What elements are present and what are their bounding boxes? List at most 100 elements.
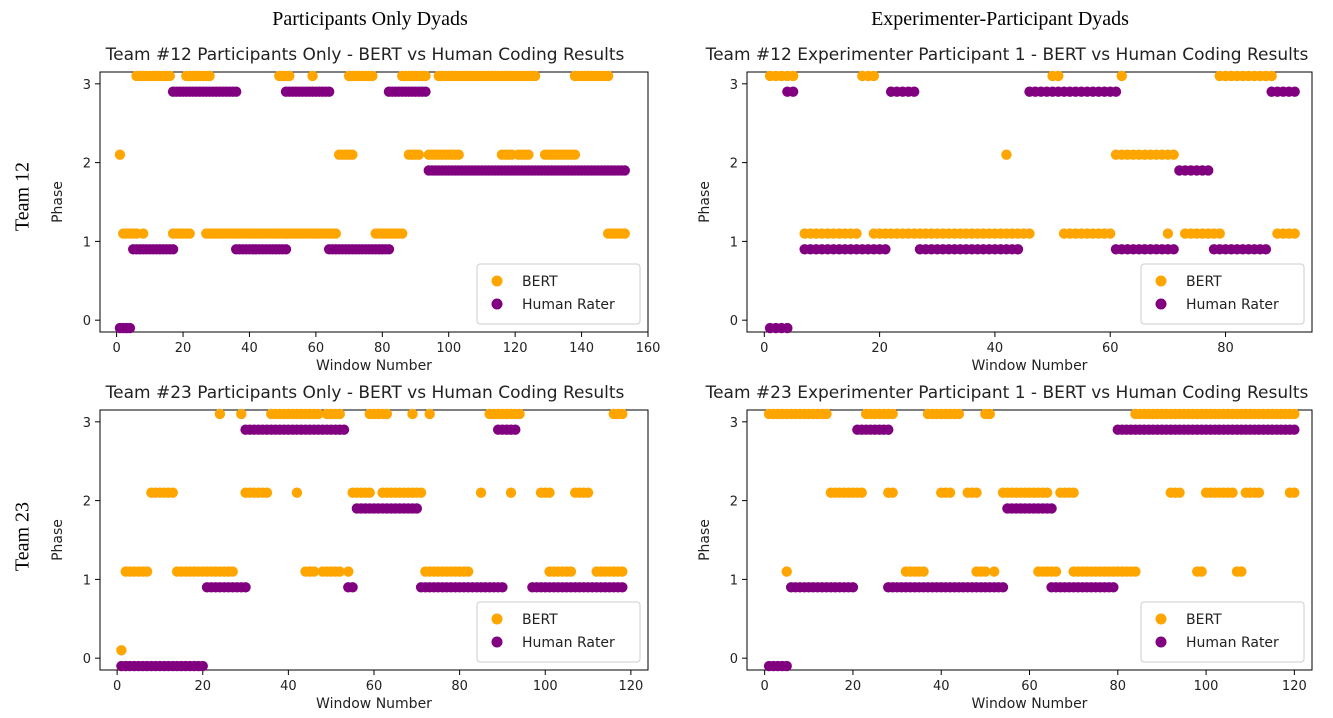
- data-point: [1289, 408, 1300, 420]
- legend-label: Human Rater: [1186, 635, 1279, 651]
- data-point: [236, 408, 247, 420]
- data-point: [1236, 566, 1247, 577]
- data-point: [582, 487, 594, 498]
- data-point: [227, 566, 238, 577]
- data-point: [1001, 149, 1012, 160]
- data-point: [821, 408, 832, 420]
- data-point: [415, 487, 427, 498]
- data-point: [1053, 70, 1064, 82]
- data-point: [887, 408, 898, 420]
- y-tick-label: 1: [730, 573, 738, 588]
- data-point: [544, 487, 555, 498]
- data-point: [497, 582, 508, 593]
- data-point: [944, 487, 956, 498]
- series-human-rater: [763, 424, 1300, 672]
- data-point: [1260, 244, 1272, 255]
- data-point: [364, 487, 375, 498]
- x-tick-label: 60: [366, 679, 383, 694]
- data-point: [505, 487, 517, 498]
- x-axis-label: Window Number: [972, 696, 1088, 712]
- data-point: [347, 149, 358, 160]
- data-point: [308, 566, 320, 577]
- data-point: [334, 566, 345, 577]
- y-axis-label: Phase: [50, 519, 66, 561]
- data-point: [1168, 244, 1179, 255]
- data-point: [514, 408, 525, 420]
- data-point: [397, 228, 408, 239]
- data-point: [1203, 165, 1214, 176]
- data-point: [1041, 487, 1053, 498]
- data-point: [230, 86, 242, 97]
- data-point: [883, 424, 894, 435]
- x-tick-label: 40: [987, 341, 1004, 356]
- data-point: [980, 566, 991, 577]
- data-point: [204, 70, 215, 82]
- data-point: [1046, 503, 1057, 514]
- data-point: [1068, 487, 1079, 498]
- data-point: [787, 70, 799, 82]
- legend-marker: [491, 298, 503, 310]
- data-point: [462, 566, 474, 577]
- data-point: [334, 408, 345, 420]
- data-point: [1289, 424, 1300, 435]
- data-point: [1253, 487, 1265, 498]
- data-point: [420, 86, 431, 97]
- data-point: [184, 228, 195, 239]
- legend-label: Human Rater: [522, 635, 615, 651]
- data-point: [1266, 70, 1277, 82]
- data-point: [407, 408, 418, 420]
- data-point: [856, 487, 867, 498]
- x-tick-label: 60: [1021, 679, 1038, 694]
- data-point: [510, 424, 521, 435]
- data-point: [367, 70, 378, 82]
- data-point: [1130, 566, 1141, 577]
- data-point: [1105, 228, 1116, 239]
- x-tick-label: 40: [241, 341, 258, 356]
- data-point: [1116, 70, 1127, 82]
- x-tick-label: 80: [374, 341, 391, 356]
- series-human-rater: [114, 86, 630, 334]
- chart-title: Team #23 Participants Only - BERT vs Hum…: [105, 383, 625, 403]
- x-tick-label: 20: [871, 341, 888, 356]
- series-bert: [116, 408, 628, 656]
- chart-team12-experimenter: Team #12 Experimenter Participant 1 - BE…: [697, 45, 1313, 374]
- x-axis-label: Window Number: [316, 358, 432, 374]
- y-tick-label: 0: [83, 314, 91, 329]
- data-point: [141, 566, 153, 577]
- data-point: [1024, 228, 1035, 239]
- data-point: [1289, 487, 1300, 498]
- y-tick-label: 3: [83, 78, 91, 93]
- series-bert: [114, 70, 630, 239]
- x-tick-label: 100: [1194, 679, 1219, 694]
- x-tick-label: 20: [194, 679, 211, 694]
- data-point: [953, 408, 965, 420]
- y-tick-label: 0: [83, 652, 91, 667]
- data-point: [908, 86, 920, 97]
- data-point: [1012, 244, 1024, 255]
- x-axis-label: Window Number: [972, 358, 1088, 374]
- chart-team23-experimenter: Team #23 Experimenter Participant 1 - BE…: [697, 383, 1313, 712]
- data-point: [619, 228, 630, 239]
- data-point: [338, 424, 350, 435]
- y-tick-label: 0: [730, 652, 738, 667]
- y-axis-label: Phase: [50, 181, 66, 223]
- data-point: [971, 487, 982, 498]
- x-tick-label: 120: [503, 341, 528, 356]
- legend-marker: [491, 636, 503, 648]
- data-point: [167, 244, 179, 255]
- chart-team12-participants: Team #12 Participants Only - BERT vs Hum…: [50, 45, 660, 374]
- legend-marker: [1155, 275, 1167, 287]
- data-point: [383, 244, 395, 255]
- data-point: [167, 487, 178, 498]
- data-point: [420, 70, 431, 82]
- y-tick-label: 1: [730, 235, 738, 250]
- data-point: [411, 503, 423, 514]
- data-point: [523, 149, 534, 160]
- data-point: [323, 86, 335, 97]
- data-point: [291, 487, 303, 498]
- x-tick-label: 120: [618, 679, 643, 694]
- y-tick-label: 2: [730, 495, 738, 510]
- legend-label: BERT: [1186, 612, 1222, 628]
- legend-marker: [1155, 298, 1167, 310]
- series-human-rater: [116, 424, 628, 672]
